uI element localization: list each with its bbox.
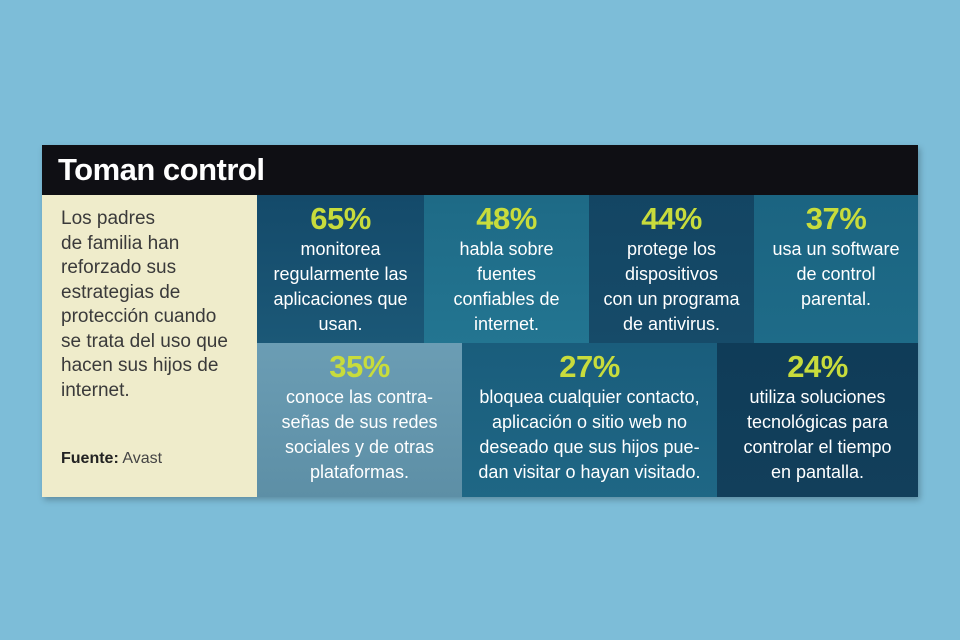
infographic-card: Toman control Los padres de familia han …	[42, 145, 918, 497]
stat-line: tecnológicas para	[746, 412, 889, 432]
stat-tile-48: 48% habla sobre fuentes confiables de in…	[424, 195, 589, 343]
intro-text: Los padres de familia han reforzado sus …	[61, 207, 251, 403]
stat-line: habla sobre	[459, 239, 554, 259]
title-bar: Toman control	[42, 145, 918, 195]
stat-line: fuentes	[476, 264, 537, 284]
stat-percent: 65%	[310, 201, 371, 236]
stat-line: de control	[796, 264, 876, 284]
stat-percent: 35%	[329, 349, 390, 384]
stat-tile-35: 35% conoce las contra- señas de sus rede…	[257, 343, 462, 497]
intro-line: internet.	[61, 379, 130, 401]
stat-line: de antivirus.	[622, 314, 721, 334]
stat-line: aplicación o sitio web no	[491, 412, 688, 432]
intro-line: se trata del uso que	[61, 330, 228, 352]
stat-line: deseado que sus hijos pue-	[479, 437, 700, 457]
stat-line: dan visitar o hayan visitado.	[478, 462, 701, 482]
source-credit: Fuente: Avast	[61, 450, 162, 468]
stat-line: usan.	[318, 314, 363, 334]
stat-tile-44: 44% protege los dispositivos con un prog…	[589, 195, 754, 343]
stat-line: conoce las contra-	[285, 387, 434, 407]
stat-tile-27: 27% bloquea cualquier contacto, aplicaci…	[462, 343, 717, 497]
infographic-title: Toman control	[58, 152, 265, 187]
stat-line: confiables de	[453, 289, 560, 309]
stat-line: sociales y de otras	[284, 437, 435, 457]
stat-line: controlar el tiempo	[743, 437, 892, 457]
intro-panel: Los padres de familia han reforzado sus …	[42, 195, 257, 497]
stat-line: señas de sus redes	[281, 412, 438, 432]
source-value: Avast	[122, 450, 163, 467]
stat-line: plataformas.	[309, 462, 410, 482]
intro-line: reforzado sus	[61, 257, 177, 278]
source-label: Fuente:	[61, 450, 119, 467]
intro-line: Los padres	[61, 208, 156, 229]
stat-line: parental.	[800, 289, 872, 309]
stat-line: protege los	[626, 239, 717, 259]
stat-percent: 37%	[805, 201, 867, 236]
stat-line: en pantalla.	[770, 462, 865, 482]
intro-line: protección cuando	[61, 306, 217, 327]
stat-line: monitorea	[300, 239, 381, 259]
stat-line: internet.	[473, 314, 540, 334]
stat-percent: 27%	[559, 349, 620, 384]
stat-tile-37: 37% usa un software de control parental.	[754, 195, 918, 343]
intro-line: de familia han	[61, 232, 180, 254]
stat-tile-24: 24% utiliza soluciones tecnológicas para…	[717, 343, 918, 497]
intro-line: hacen sus hijos de	[61, 355, 219, 376]
stat-percent: 48%	[476, 201, 537, 236]
stat-line: bloquea cualquier contacto,	[479, 387, 700, 407]
intro-line: estrategias de	[61, 281, 181, 303]
stat-line: utiliza soluciones	[749, 387, 886, 407]
stat-line: con un programa	[603, 289, 740, 309]
stat-tile-65: 65% monitorea regularmente las aplicacio…	[257, 195, 424, 343]
stat-percent: 44%	[641, 201, 702, 236]
stat-line: regularmente las	[273, 264, 408, 284]
stat-line: usa un software	[772, 239, 900, 259]
stat-line: dispositivos	[624, 264, 719, 284]
stat-line: aplicaciones que	[273, 289, 408, 309]
stat-percent: 24%	[787, 349, 848, 384]
